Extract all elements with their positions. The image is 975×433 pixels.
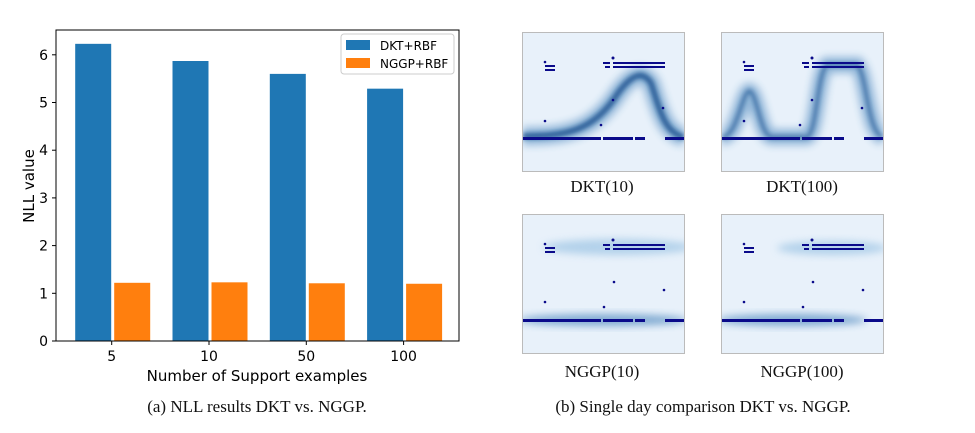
x-axis-label: Number of Support examples <box>147 367 368 385</box>
legend-swatch-dkt <box>346 40 370 50</box>
panel-nggp-10 <box>522 214 685 354</box>
y-tick-label: 5 <box>39 96 48 112</box>
legend-swatch-nggp <box>346 58 370 68</box>
caption-a: (a) NLL results DKT vs. NGGP. <box>147 397 367 416</box>
x-tick-label: 100 <box>390 349 417 365</box>
bar-nggp-rbf-10 <box>211 282 248 341</box>
panel-label-dkt-100: DKT(100) <box>766 177 838 196</box>
legend-label-dkt: DKT+RBF <box>380 39 437 53</box>
y-tick-label: 6 <box>39 48 48 64</box>
nll-bar-chart: 0 1 2 3 4 5 6 5 10 50 100 Number of Support examp… <box>20 29 460 385</box>
y-tick-label: 3 <box>39 191 48 207</box>
caption-b: (b) Single day comparison DKT vs. NGGP. <box>555 397 851 416</box>
plot-frame <box>55 29 460 342</box>
bar-dkt-rbf-10 <box>172 61 209 341</box>
bar-nggp-rbf-100 <box>406 283 443 341</box>
panel-dkt-10 <box>522 32 685 172</box>
y-tick-label: 1 <box>39 286 48 302</box>
panel-label-nggp-100: NGGP(100) <box>760 362 844 381</box>
panel-nggp-100 <box>721 214 884 354</box>
panel-label-dkt-10: DKT(10) <box>570 177 634 196</box>
x-tick-label: 10 <box>200 349 218 365</box>
legend: DKT+RBF NGGP+RBF <box>340 33 455 75</box>
panel-dkt-100 <box>721 32 884 172</box>
x-tick-label: 5 <box>107 349 116 365</box>
bar-nggp-rbf-5 <box>114 282 151 341</box>
y-tick-label: 0 <box>39 334 48 350</box>
y-axis-label: NLL value <box>20 149 38 223</box>
legend-label-nggp: NGGP+RBF <box>380 57 448 71</box>
bar-nggp-rbf-50 <box>308 283 345 341</box>
bar-dkt-rbf-5 <box>75 43 112 341</box>
panel-label-nggp-10: NGGP(10) <box>564 362 640 381</box>
bar-dkt-rbf-50 <box>269 73 306 342</box>
x-tick-label: 50 <box>297 349 315 365</box>
y-tick-label: 4 <box>39 143 48 159</box>
y-tick-label: 2 <box>39 239 48 255</box>
bar-dkt-rbf-100 <box>367 88 404 341</box>
